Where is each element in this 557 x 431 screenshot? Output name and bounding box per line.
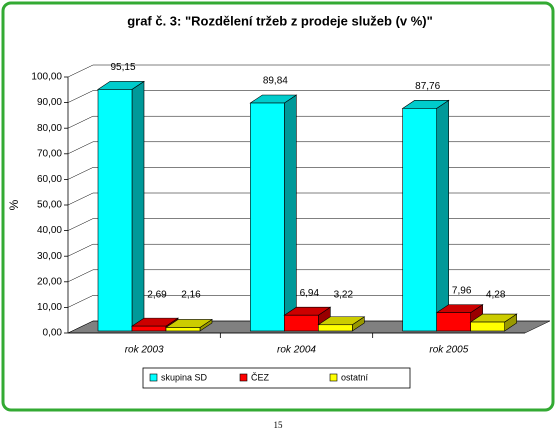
grid-line — [67, 167, 94, 180]
legend-label: ostatní — [341, 372, 369, 382]
value-label: 95,15 — [110, 62, 135, 73]
value-label: 7,96 — [452, 285, 472, 296]
grid-line — [67, 295, 94, 308]
y-axis-label: % — [7, 199, 21, 210]
x-tick-label: rok 2003 — [125, 345, 164, 356]
y-tick-label: 70,00 — [37, 148, 62, 159]
legend — [142, 367, 411, 389]
bar — [402, 108, 437, 332]
value-label: 6,94 — [300, 288, 320, 299]
y-tick-label: 80,00 — [37, 123, 62, 134]
y-tick-label: 50,00 — [37, 200, 62, 211]
bar-side — [284, 94, 297, 332]
bar — [250, 102, 285, 332]
grid-line — [67, 320, 94, 334]
y-tick-label: 0,00 — [43, 328, 63, 339]
legend-swatch — [149, 373, 158, 382]
bar — [97, 89, 133, 332]
grid-line — [67, 192, 94, 206]
value-label: 4,28 — [486, 290, 506, 301]
y-tick-label: 60,00 — [37, 174, 62, 185]
value-label: 87,76 — [415, 81, 440, 92]
value-label: 2,16 — [181, 290, 201, 301]
grid-line — [67, 115, 94, 129]
grid-line — [67, 243, 94, 257]
y-tick-label: 20,00 — [37, 276, 62, 287]
grid-line — [67, 218, 94, 231]
bar — [284, 314, 319, 332]
legend-label: ČEZ — [251, 372, 270, 382]
x-tick-label: rok 2004 — [277, 345, 316, 356]
bar — [131, 325, 167, 332]
bar — [318, 324, 353, 332]
y-tick-label: 40,00 — [37, 225, 62, 236]
bar-side — [436, 99, 449, 332]
chart-title: graf č. 3: "Rozdělení tržeb z prodeje sl… — [127, 13, 433, 28]
grid-line — [67, 141, 94, 155]
value-label: 3,22 — [334, 290, 354, 301]
grid-line — [67, 64, 94, 78]
page-number: 15 — [274, 420, 284, 430]
y-tick-label: 30,00 — [37, 251, 62, 262]
y-tick-label: 10,00 — [37, 302, 62, 313]
value-label: 2,69 — [147, 290, 167, 301]
bar — [436, 312, 471, 332]
bar-side — [131, 80, 145, 332]
legend-label: skupina SD — [161, 372, 208, 382]
bar — [470, 321, 505, 332]
value-label: 89,84 — [263, 76, 288, 87]
bar — [165, 327, 201, 332]
y-tick-label: 100,00 — [31, 72, 62, 83]
grid-line — [67, 90, 94, 103]
y-tick-label: 90,00 — [37, 97, 62, 108]
legend-swatch — [239, 373, 248, 382]
grid-line — [67, 269, 94, 283]
legend-swatch — [329, 373, 338, 382]
x-tick-label: rok 2005 — [429, 345, 468, 356]
